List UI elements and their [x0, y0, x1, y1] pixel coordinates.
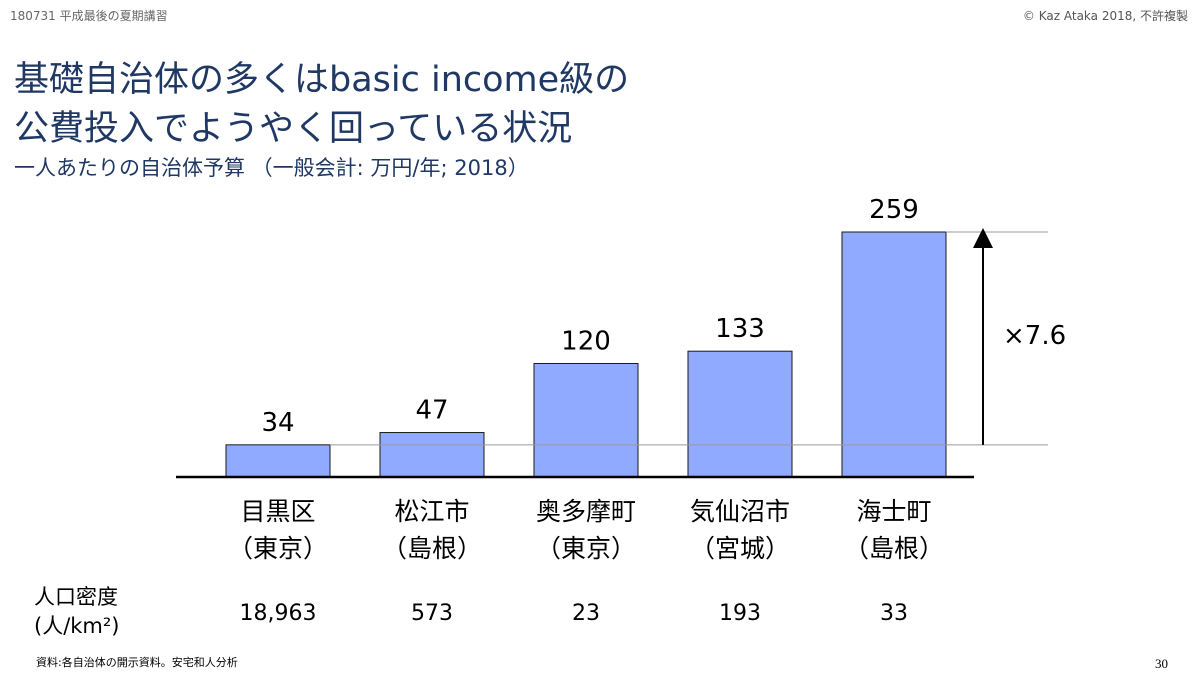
density-label: 人口密度 (人/km²)	[34, 583, 120, 641]
value-label-2: 120	[561, 326, 611, 356]
density-value-3: 193	[719, 601, 761, 626]
chart-subtitle: 一人あたりの自治体予算 （一般会計: 万円/年; 2018）	[14, 156, 529, 180]
ratio-label: ×7.6	[1003, 321, 1066, 351]
density-label-line-2: (人/km²)	[34, 614, 120, 638]
category-label-4: 海士町 （島根）	[814, 493, 974, 567]
category-label-0: 目黒区 （東京）	[198, 493, 358, 567]
density-value-1: 573	[411, 601, 453, 626]
reference-lines	[330, 231, 1048, 446]
value-label-0: 34	[261, 408, 294, 438]
bar-2	[533, 362, 639, 478]
bars-group	[225, 231, 947, 478]
category-region-4: （島根）	[843, 534, 944, 563]
header-left: 180731 平成最後の夏期講習	[10, 9, 168, 23]
title-line-2: 公費投入でようやく回っている状況	[14, 109, 573, 149]
category-region-1: （島根）	[381, 534, 482, 563]
density-value-0: 18,963	[239, 601, 317, 626]
header-right: © Kaz Ataka 2018, 不許複製	[1022, 9, 1188, 23]
value-label-3: 133	[715, 314, 765, 344]
category-name-1: 松江市	[394, 497, 470, 526]
page-number: 30	[1155, 656, 1168, 671]
density-value-2: 23	[572, 601, 600, 626]
bar-4	[841, 231, 947, 478]
bar-3	[687, 350, 793, 478]
category-region-3: （宮城）	[689, 534, 790, 563]
category-label-2: 奥多摩町 （東京）	[506, 493, 666, 567]
source-note: 資料:各自治体の開示資料。安宅和人分析	[36, 656, 238, 669]
value-label-1: 47	[415, 396, 448, 426]
value-label-4: 259	[869, 195, 919, 225]
density-label-line-1: 人口密度	[34, 585, 118, 609]
category-label-1: 松江市 （島根）	[352, 493, 512, 567]
category-name-3: 気仙沼市	[689, 497, 790, 526]
category-region-0: （東京）	[227, 534, 328, 563]
bar-0	[225, 444, 331, 478]
page-title: 基礎自治体の多くはbasic income級の 公費投入でようやく回っている状況	[14, 56, 629, 154]
category-name-2: 奥多摩町	[535, 497, 636, 526]
value-labels: 34 47 120 133 259	[261, 195, 918, 438]
category-label-3: 気仙沼市 （宮城）	[660, 493, 820, 567]
category-name-4: 海士町	[856, 497, 932, 526]
category-name-0: 目黒区	[240, 497, 316, 526]
title-line-1: 基礎自治体の多くはbasic income級の	[14, 60, 630, 100]
category-region-2: （東京）	[535, 534, 636, 563]
bar-1	[379, 432, 485, 478]
density-value-4: 33	[880, 601, 908, 626]
